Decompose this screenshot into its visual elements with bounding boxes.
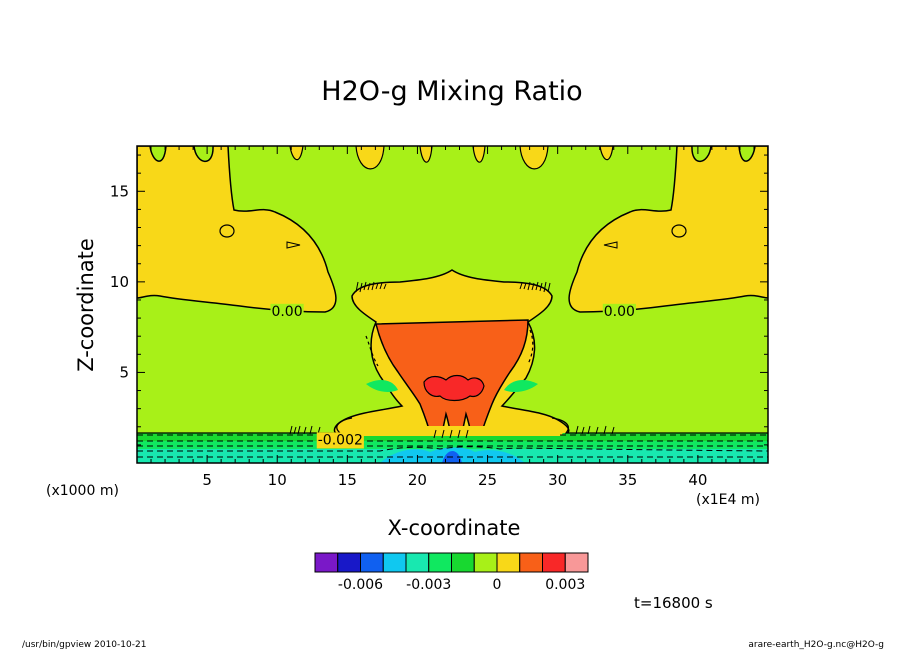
x-tick-label: 25 — [478, 471, 497, 489]
region-finger — [519, 146, 549, 170]
contour-label: 0.00 — [271, 304, 302, 320]
region-island — [219, 224, 235, 238]
contour-label-bg — [270, 303, 304, 320]
region-plume-base — [337, 426, 563, 436]
contour-noise — [289, 281, 615, 439]
region-green-patch — [504, 380, 538, 392]
x-ticks: 5 10 15 20 25 30 35 40 — [150, 146, 755, 489]
colorbar-cell — [428, 552, 452, 573]
time-label: t=16800 s — [634, 594, 713, 612]
contour-labels: 0.00 0.00 -0.002 — [270, 303, 636, 449]
region-red-core — [423, 374, 485, 402]
plot-area: 0.00 0.00 -0.002 — [137, 146, 768, 463]
colorbar-cell — [360, 552, 384, 573]
x-scale-label: (x1E4 m) — [696, 492, 760, 508]
x-tick-label: 30 — [548, 471, 567, 489]
colorbar-label: -0.006 — [338, 577, 383, 593]
region-island — [671, 224, 687, 238]
x-tick-label: 15 — [338, 471, 357, 489]
negative-contours — [137, 434, 768, 458]
footer-left: /usr/bin/gpview 2010-10-21 — [22, 640, 147, 650]
colorbar-label: 0 — [493, 577, 502, 593]
region-island — [286, 241, 301, 249]
colorbar-label: -0.003 — [406, 577, 451, 593]
colorbar-cell — [564, 552, 589, 573]
zero-contour-dotted — [365, 329, 534, 367]
colorbar: -0.006 -0.003 0 0.003 — [314, 552, 589, 593]
colorbar-cell — [382, 552, 407, 573]
y-ticks: 5 10 15 — [110, 154, 768, 446]
region-green-patch — [366, 380, 398, 392]
region-upper-right — [568, 146, 768, 313]
colorbar-cell — [451, 552, 475, 573]
y-tick-label: 10 — [110, 273, 129, 291]
region-finger — [355, 146, 385, 170]
chart-title: H2O-g Mixing Ratio — [321, 76, 583, 107]
colorbar-cell — [337, 552, 361, 573]
colorbar-cell — [519, 552, 543, 573]
colorbar-label: 0.003 — [545, 577, 585, 593]
y-tick-label: 5 — [119, 363, 129, 381]
region-island — [603, 241, 618, 249]
colorbar-cell — [405, 552, 430, 573]
contour-label-bg — [602, 303, 636, 320]
x-tick-label: 35 — [618, 471, 637, 489]
region-upper-left — [137, 146, 337, 313]
colorbar-cell — [496, 552, 521, 573]
colorbar-cell — [314, 552, 339, 573]
x-tick-label: 10 — [268, 471, 287, 489]
x-axis-label: X-coordinate — [387, 516, 521, 540]
contour-label-bg — [316, 432, 364, 449]
x-tick-label: 20 — [408, 471, 427, 489]
colorbar-cell — [542, 552, 566, 573]
y-tick-label: 15 — [110, 182, 129, 200]
contour-label: 0.00 — [604, 304, 635, 320]
x-unit-label: (x1000 m) — [46, 483, 119, 499]
footer-right: arare-earth_H2O-g.nc@H2O-g — [748, 640, 884, 650]
x-tick-label: 5 — [202, 471, 212, 489]
colorbar-cell — [473, 552, 498, 573]
contour-label: -0.002 — [318, 432, 363, 448]
plot-frame — [136, 145, 769, 464]
x-tick-label: 40 — [688, 471, 707, 489]
